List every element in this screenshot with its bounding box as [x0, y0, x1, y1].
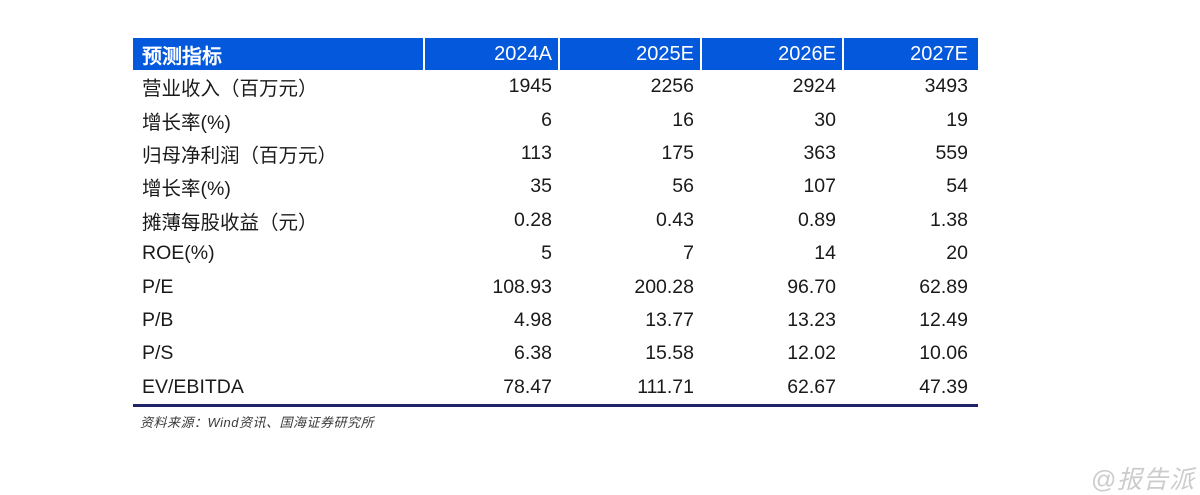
cell-value: 10.06: [919, 342, 968, 365]
cell-value: 5: [541, 242, 552, 265]
cell-value: 1945: [508, 75, 552, 98]
header-year-2024a: 2024A: [423, 38, 558, 70]
cell-value: 6: [541, 108, 552, 131]
forecast-table: 预测指标 2024A 2025E 2026E 2027E 营业收入（百万元） 1…: [133, 38, 978, 407]
cell-value: 12.49: [919, 308, 968, 331]
cell-value: 62.89: [919, 275, 968, 298]
table-row-ps: P/S 6.38 15.58 12.02 10.06: [133, 337, 978, 370]
cell-value: 111.71: [637, 375, 694, 398]
cell-value: 0.43: [656, 208, 694, 231]
cell-value: 12.02: [787, 342, 836, 365]
cell-value: 2256: [650, 75, 694, 98]
cell-value: 559: [935, 141, 968, 164]
cell-value: 108.93: [492, 275, 552, 298]
row-label: P/B: [142, 308, 174, 331]
header-year-2025e: 2025E: [558, 38, 700, 70]
cell-value: 13.77: [645, 308, 694, 331]
cell-value: 363: [803, 141, 836, 164]
header-year-2027e: 2027E: [842, 38, 978, 70]
source-note: 资料来源：Wind资讯、国海证券研究所: [140, 415, 375, 430]
cell-value: 14: [814, 242, 836, 265]
row-label: 增长率(%): [142, 178, 231, 201]
table-row-revenue-growth: 增长率(%) 6 16 30 19: [133, 103, 978, 136]
cell-value: 56: [672, 175, 694, 198]
cell-value: 4.98: [514, 308, 552, 331]
cell-value: 6.38: [514, 342, 552, 365]
cell-value: 13.23: [787, 308, 836, 331]
cell-value: 19: [946, 108, 968, 131]
cell-value: 2924: [792, 75, 836, 98]
table-row-revenue: 营业收入（百万元） 1945 2256 2924 3493: [133, 70, 978, 103]
table-row-profit-growth: 增长率(%) 35 56 107 54: [133, 170, 978, 203]
cell-value: 96.70: [787, 275, 836, 298]
row-label: P/S: [142, 342, 174, 365]
row-label: ROE(%): [142, 242, 215, 265]
cell-value: 54: [946, 175, 968, 198]
row-label: 增长率(%): [142, 111, 231, 134]
table-row-pb: P/B 4.98 13.77 13.23 12.49: [133, 304, 978, 337]
header-year-2026e: 2026E: [700, 38, 842, 70]
table-header-row: 预测指标 2024A 2025E 2026E 2027E: [133, 38, 978, 70]
table-row-ev-ebitda: EV/EBITDA 78.47 111.71 62.67 47.39: [133, 371, 978, 404]
row-label: 摊薄每股收益（元）: [142, 211, 318, 234]
header-indicator: 预测指标: [142, 45, 222, 68]
cell-value: 3493: [924, 75, 968, 98]
row-label: 归母净利润（百万元）: [142, 144, 338, 167]
cell-value: 16: [672, 108, 694, 131]
table-row-net-profit: 归母净利润（百万元） 113 175 363 559: [133, 137, 978, 170]
cell-value: 107: [803, 175, 836, 198]
cell-value: 35: [530, 175, 552, 198]
row-label: EV/EBITDA: [142, 375, 244, 398]
cell-value: 78.47: [503, 375, 552, 398]
cell-value: 7: [683, 242, 694, 265]
cell-value: 175: [661, 141, 694, 164]
cell-value: 1.38: [930, 208, 968, 231]
cell-value: 0.28: [514, 208, 552, 231]
row-label: P/E: [142, 275, 174, 298]
cell-value: 62.67: [787, 375, 836, 398]
cell-value: 30: [814, 108, 836, 131]
table-row-roe: ROE(%) 5 7 14 20: [133, 237, 978, 270]
cell-value: 47.39: [919, 375, 968, 398]
cell-value: 200.28: [634, 275, 694, 298]
row-label: 营业收入（百万元）: [142, 78, 318, 101]
cell-value: 15.58: [645, 342, 694, 365]
table-row-diluted-eps: 摊薄每股收益（元） 0.28 0.43 0.89 1.38: [133, 204, 978, 237]
cell-value: 0.89: [798, 208, 836, 231]
table-row-pe: P/E 108.93 200.28 96.70 62.89: [133, 270, 978, 303]
cell-value: 113: [520, 141, 552, 164]
watermark: @报告派: [1090, 466, 1195, 494]
cell-value: 20: [946, 242, 968, 265]
